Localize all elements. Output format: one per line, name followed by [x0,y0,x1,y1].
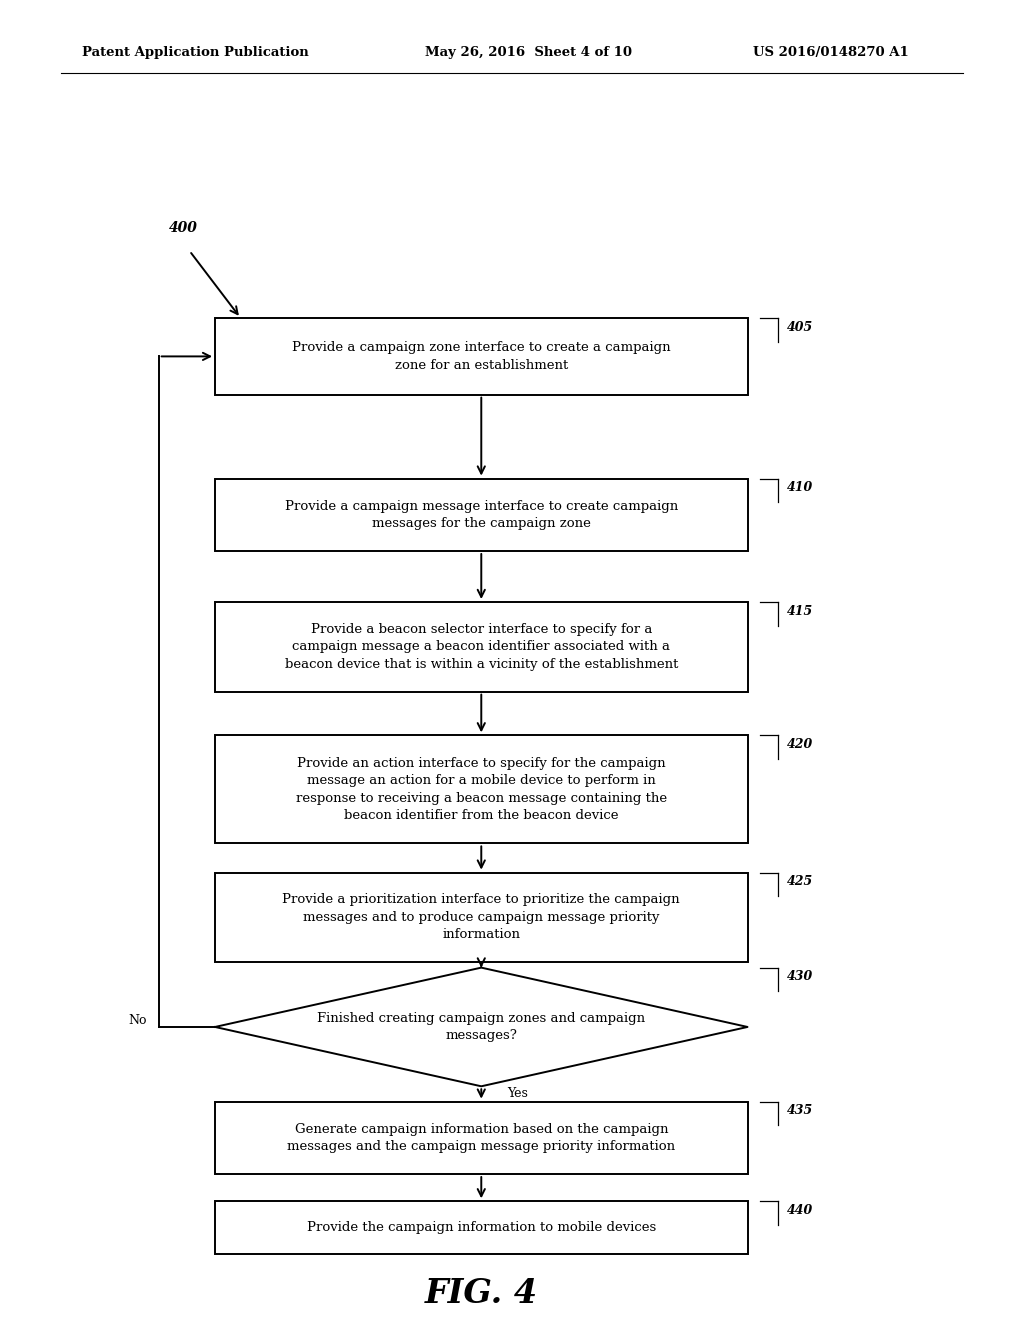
Text: Provide a prioritization interface to prioritize the campaign
messages and to pr: Provide a prioritization interface to pr… [283,894,680,941]
Text: 440: 440 [786,1204,813,1217]
Bar [215,1101,748,1175]
Text: Patent Application Publication: Patent Application Publication [82,46,308,59]
Text: 430: 430 [786,970,813,983]
Text: Provide a campaign zone interface to create a campaign
zone for an establishment: Provide a campaign zone interface to cre… [292,341,671,372]
Bar [215,873,748,962]
Bar [215,735,748,843]
Text: Finished creating campaign zones and campaign
messages?: Finished creating campaign zones and cam… [317,1011,645,1043]
Text: Provide an action interface to specify for the campaign
message an action for a : Provide an action interface to specify f… [296,756,667,822]
Bar [215,602,748,692]
Bar [215,479,748,552]
Text: Provide the campaign information to mobile devices: Provide the campaign information to mobi… [306,1221,656,1234]
Text: 435: 435 [786,1104,813,1117]
Text: No: No [128,1014,146,1027]
Text: 410: 410 [786,480,813,494]
Text: 400: 400 [169,220,198,235]
Text: May 26, 2016  Sheet 4 of 10: May 26, 2016 Sheet 4 of 10 [425,46,632,59]
Text: Provide a campaign message interface to create campaign
messages for the campaig: Provide a campaign message interface to … [285,499,678,531]
Text: 420: 420 [786,738,813,751]
Text: Yes: Yes [507,1088,527,1101]
Text: 405: 405 [786,321,813,334]
Text: Provide a beacon selector interface to specify for a
campaign message a beacon i: Provide a beacon selector interface to s… [285,623,678,671]
Bar [215,1201,748,1254]
Text: FIG. 4: FIG. 4 [425,1276,538,1309]
Text: US 2016/0148270 A1: US 2016/0148270 A1 [753,46,908,59]
Text: Generate campaign information based on the campaign
messages and the campaign me: Generate campaign information based on t… [287,1122,676,1154]
Text: 415: 415 [786,605,813,618]
Bar [215,318,748,395]
Text: 425: 425 [786,875,813,888]
